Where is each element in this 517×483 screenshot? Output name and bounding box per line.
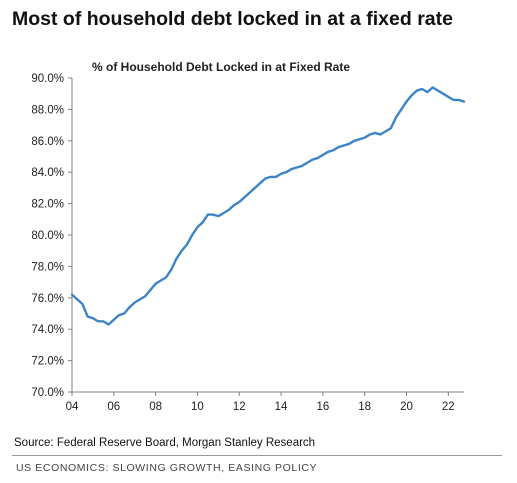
chart-title: % of Household Debt Locked in at Fixed R…: [92, 60, 351, 74]
footer-caption: US ECONOMICS: SLOWING GROWTH, EASING POL…: [16, 462, 318, 474]
y-tick-label: 86.0%: [31, 136, 64, 148]
x-tick-label: 22: [442, 401, 455, 413]
x-tick-label: 14: [275, 401, 288, 413]
series-group: [70, 86, 466, 326]
source-note: Source: Federal Reserve Board, Morgan St…: [14, 437, 316, 449]
y-tick-label: 88.0%: [31, 104, 64, 116]
y-tick-label: 82.0%: [31, 199, 64, 211]
x-tick-label: 06: [107, 401, 120, 413]
x-axis: 04 06 08 10 12 14 16 18 20 22: [66, 391, 464, 413]
x-tick-label: 12: [233, 401, 246, 413]
y-axis: 70.0% 72.0% 74.0% 76.0% 78.0% 80.0% 82.0% 84.0%…: [31, 73, 73, 399]
x-tick-label: 04: [66, 401, 79, 413]
series-line-0: [70, 86, 466, 326]
x-tick-label: 16: [316, 401, 329, 413]
y-tick-label: 70.0%: [31, 387, 64, 399]
y-tick-label: 74.0%: [31, 324, 64, 336]
footer-divider: [12, 455, 502, 456]
headline: Most of household debt locked in at a fi…: [12, 8, 453, 30]
y-tick-label: 90.0%: [31, 73, 64, 85]
x-tick-label: 20: [400, 401, 413, 413]
x-tick-label: 08: [149, 401, 162, 413]
x-tick-label: 10: [191, 401, 204, 413]
y-tick-label: 80.0%: [31, 230, 64, 242]
y-tick-label: 76.0%: [31, 293, 64, 305]
x-tick-label: 18: [358, 401, 371, 413]
y-tick-label: 72.0%: [31, 356, 64, 368]
y-tick-label: 78.0%: [31, 261, 64, 273]
y-tick-label: 84.0%: [31, 167, 64, 179]
